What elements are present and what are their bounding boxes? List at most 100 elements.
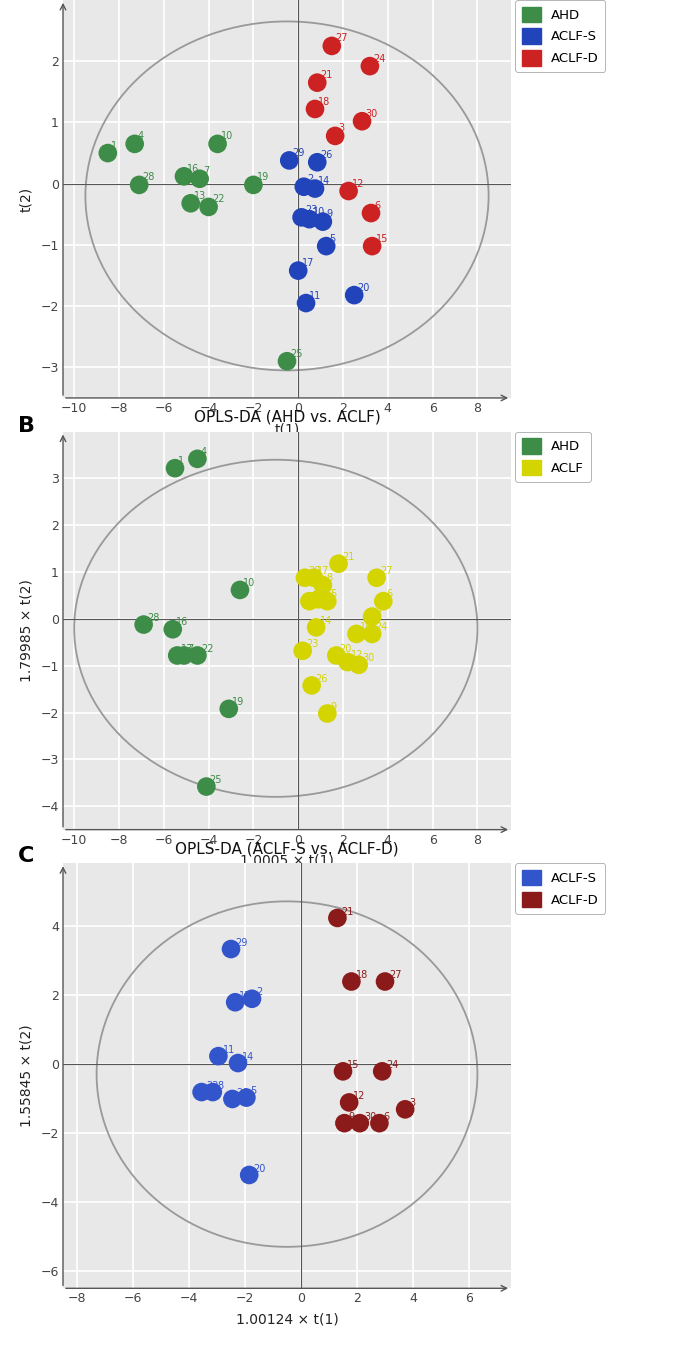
Text: 25: 25	[290, 349, 303, 359]
Text: 21: 21	[342, 907, 354, 916]
Point	[304, 591, 315, 612]
Point	[367, 606, 378, 627]
Point	[172, 645, 183, 666]
Text: 12: 12	[351, 650, 363, 660]
Point	[234, 579, 246, 600]
Point	[246, 987, 258, 1009]
Text: 19: 19	[257, 173, 269, 182]
Text: 11: 11	[223, 1044, 234, 1055]
Text: 8: 8	[217, 1081, 223, 1091]
Text: 18: 18	[356, 970, 368, 981]
Text: 1: 1	[111, 140, 118, 151]
Point	[379, 971, 391, 993]
Point	[349, 285, 360, 306]
Point	[346, 971, 357, 993]
Point	[296, 206, 307, 228]
Legend: AHD, ACLF-S, ACLF-D: AHD, ACLF-S, ACLF-D	[515, 0, 606, 71]
Text: 14: 14	[318, 177, 330, 186]
Point	[192, 448, 203, 469]
Point	[351, 623, 362, 645]
Point	[192, 645, 203, 666]
Text: 20: 20	[358, 283, 370, 293]
Text: 3: 3	[410, 1098, 416, 1108]
Point	[201, 776, 212, 797]
Point	[169, 457, 181, 479]
Point	[322, 703, 333, 724]
Point	[342, 652, 353, 673]
Text: 26: 26	[315, 673, 328, 684]
Text: B: B	[18, 415, 35, 436]
Legend: ACLF-S, ACLF-D: ACLF-S, ACLF-D	[515, 863, 606, 913]
Point	[134, 174, 145, 196]
Point	[225, 939, 237, 960]
Point	[293, 260, 304, 282]
Point	[196, 1082, 207, 1103]
Text: 23: 23	[306, 639, 318, 649]
Point	[343, 181, 354, 202]
Text: 30: 30	[362, 653, 375, 662]
Point	[354, 1113, 365, 1135]
Point	[322, 591, 333, 612]
Point	[371, 567, 382, 588]
Text: 25: 25	[210, 774, 222, 785]
Point	[298, 175, 309, 197]
Text: 1: 1	[178, 456, 185, 467]
Point	[311, 616, 322, 638]
Point	[248, 174, 259, 196]
Point	[367, 235, 378, 256]
Text: 19: 19	[232, 697, 244, 707]
Text: 8: 8	[326, 573, 332, 583]
Point	[312, 71, 323, 93]
Text: 29: 29	[293, 148, 305, 158]
Point	[213, 1045, 224, 1067]
Text: 10: 10	[313, 206, 325, 217]
Text: 9: 9	[349, 1112, 355, 1122]
Text: 11: 11	[309, 290, 322, 301]
Text: 5: 5	[330, 590, 337, 599]
Point	[185, 193, 196, 214]
Point	[281, 351, 293, 372]
Text: 15: 15	[347, 1060, 360, 1070]
Text: 6: 6	[374, 201, 381, 210]
Text: C: C	[18, 846, 34, 866]
Point	[313, 588, 324, 610]
Text: 4: 4	[201, 447, 207, 457]
Point	[212, 134, 223, 155]
Text: 26: 26	[237, 1087, 249, 1098]
Text: 27: 27	[335, 34, 348, 43]
Text: 5: 5	[251, 1086, 257, 1097]
Point	[178, 645, 190, 666]
Point	[309, 178, 321, 200]
Point	[138, 614, 149, 635]
Point	[400, 1098, 411, 1120]
Text: 14: 14	[319, 615, 332, 626]
Text: 24: 24	[386, 1060, 399, 1070]
Y-axis label: 1.79985 × t(2): 1.79985 × t(2)	[20, 579, 34, 683]
Text: 28: 28	[143, 173, 155, 182]
Text: 13: 13	[194, 190, 206, 201]
Text: 24: 24	[373, 54, 386, 63]
Text: 27: 27	[389, 970, 402, 981]
Text: 7: 7	[188, 643, 194, 654]
Text: 3: 3	[339, 124, 344, 134]
Text: 24: 24	[375, 622, 388, 633]
Text: 4: 4	[138, 131, 144, 142]
Text: 29: 29	[308, 565, 321, 576]
Text: 17: 17	[302, 258, 314, 268]
Text: 20: 20	[253, 1164, 266, 1174]
Point	[364, 55, 375, 77]
Point	[129, 134, 140, 155]
Point	[332, 907, 343, 928]
Point	[178, 166, 190, 188]
Point	[297, 639, 308, 661]
Point	[309, 98, 321, 120]
Point	[377, 1060, 388, 1082]
Y-axis label: t(2): t(2)	[20, 186, 34, 212]
Point	[337, 1060, 349, 1082]
Text: 21: 21	[321, 70, 333, 80]
Text: 26: 26	[321, 150, 333, 159]
Point	[102, 142, 113, 163]
Text: 20: 20	[340, 643, 352, 654]
Point	[230, 992, 241, 1013]
Point	[356, 111, 368, 132]
